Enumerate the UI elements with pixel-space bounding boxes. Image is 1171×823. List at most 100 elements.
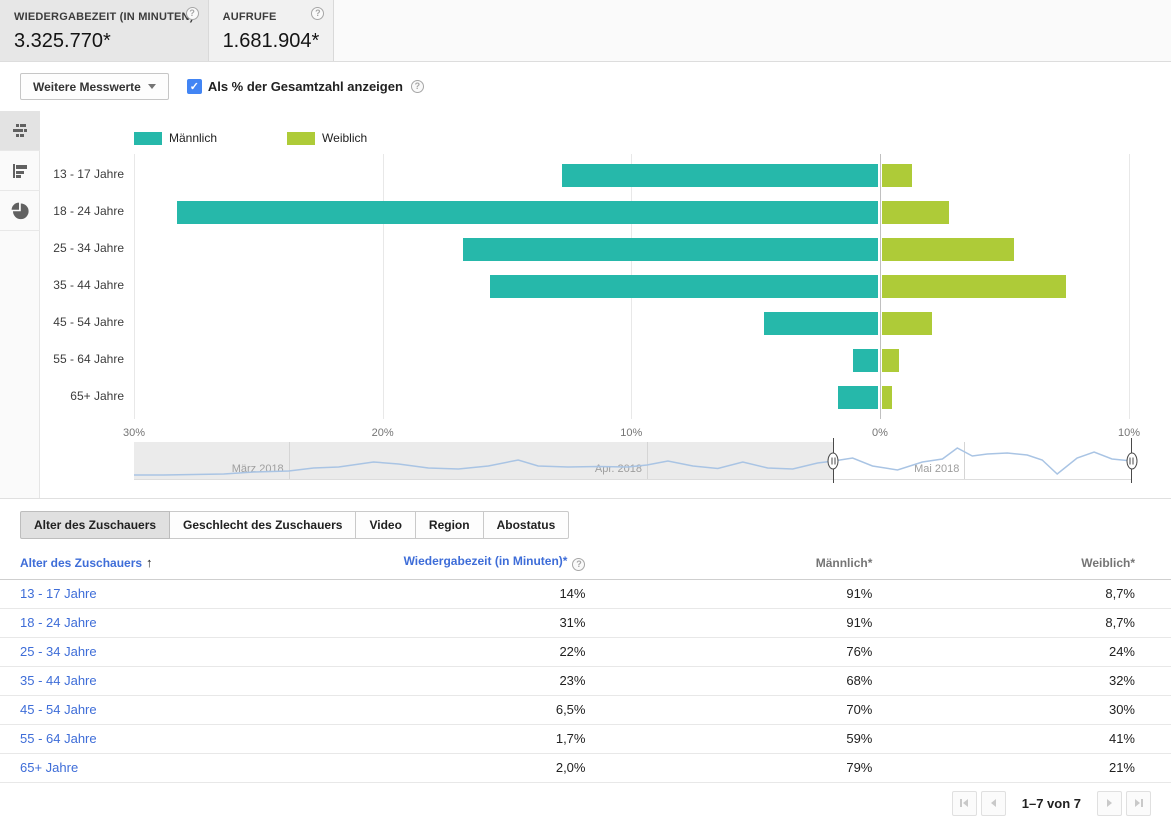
row-age-link[interactable]: 35 - 44 Jahre — [20, 673, 97, 688]
column-header-female[interactable]: Weiblich* — [872, 547, 1171, 580]
row-age-link[interactable]: 55 - 64 Jahre — [20, 731, 97, 746]
chart-legend: Männlich Weiblich — [134, 131, 367, 145]
bar-female[interactable] — [882, 163, 912, 187]
bar-female[interactable] — [882, 274, 1067, 298]
tab-video[interactable]: Video — [355, 511, 416, 539]
x-axis-tick-label: 20% — [371, 427, 394, 439]
grouped-bar-chart-icon — [13, 123, 27, 137]
y-axis-category-label: 13 - 17 Jahre — [53, 167, 124, 181]
chart-type-pie-button[interactable] — [0, 191, 40, 231]
y-axis-category-label: 55 - 64 Jahre — [53, 352, 124, 366]
cell-watchtime: 2,0% — [351, 753, 586, 783]
bar-chart-icon — [13, 163, 27, 178]
table-row[interactable]: 25 - 34 Jahre 22% 76% 24% — [0, 637, 1171, 667]
bar-female[interactable] — [882, 237, 1014, 261]
bar-female[interactable] — [882, 311, 932, 335]
tab-alter-des-zuschauers[interactable]: Alter des Zuschauers — [20, 511, 171, 539]
cell-female: 24% — [872, 637, 1171, 667]
row-age-link[interactable]: 13 - 17 Jahre — [20, 586, 97, 601]
chart-type-bar-button[interactable] — [0, 151, 40, 191]
x-axis-tick-label: 0% — [872, 427, 888, 439]
y-axis-category-label: 45 - 54 Jahre — [53, 315, 124, 329]
column-header-label: Weiblich* — [1081, 555, 1135, 570]
gridline — [382, 154, 384, 419]
column-header-label[interactable]: Wiedergabezeit (in Minuten)* — [403, 554, 568, 569]
column-header-watchtime[interactable]: Wiedergabezeit (in Minuten)*? — [351, 547, 586, 580]
timeline-month-gridline — [646, 442, 648, 479]
chart-type-grouped-bar-button[interactable] — [0, 111, 40, 151]
table-row[interactable]: 18 - 24 Jahre 31% 91% 8,7% — [0, 608, 1171, 638]
sort-ascending-icon: ↑ — [146, 555, 153, 571]
brush-handle-left[interactable] — [827, 438, 839, 483]
bar-male[interactable] — [176, 200, 878, 224]
bar-male[interactable] — [562, 163, 878, 187]
cell-watchtime: 31% — [351, 608, 586, 638]
more-metrics-button[interactable]: Weitere Messwerte — [20, 73, 169, 100]
bar-female[interactable] — [882, 385, 892, 409]
y-axis-category-label: 18 - 24 Jahre — [53, 204, 124, 218]
legend-item[interactable]: Männlich — [134, 131, 217, 145]
first-page-button[interactable] — [951, 790, 977, 816]
metric-card-watchtime[interactable]: WIEDERGABEZEIT (IN MINUTEN) 3.325.770* ? — [0, 0, 209, 61]
bar-female[interactable] — [882, 200, 950, 224]
bar-male[interactable] — [763, 311, 878, 335]
gridline — [134, 154, 135, 419]
brush-grip-icon — [827, 452, 839, 469]
controls-row: Weitere Messwerte ✓ Als % der Gesamtzahl… — [0, 62, 1171, 111]
cell-watchtime: 1,7% — [351, 724, 586, 754]
last-page-button[interactable] — [1126, 790, 1151, 816]
table-row[interactable]: 65+ Jahre 2,0% 79% 21% — [0, 753, 1171, 783]
percent-checkbox-label: Als % der Gesamtzahl anzeigen — [207, 79, 403, 94]
row-age-link[interactable]: 65+ Jahre — [20, 760, 79, 775]
help-icon[interactable]: ? — [185, 7, 199, 20]
tab-geschlecht-des-zuschauers[interactable]: Geschlecht des Zuschauers — [169, 511, 357, 539]
chart-area: Männlich Weiblich 30% 20% 10% 0% 10% 13 - 17 J… — [40, 111, 1171, 498]
metric-value: 3.325.770* — [14, 30, 111, 52]
cell-male: 91% — [585, 579, 873, 609]
brush-grip-icon — [1126, 452, 1137, 469]
metric-header: WIEDERGABEZEIT (IN MINUTEN) 3.325.770* ?… — [0, 0, 1171, 62]
help-icon[interactable]: ? — [410, 80, 424, 93]
bar-female[interactable] — [882, 348, 900, 372]
metric-value: 1.681.904* — [222, 30, 320, 52]
row-age-link[interactable]: 45 - 54 Jahre — [20, 702, 97, 717]
bar-male[interactable] — [462, 237, 878, 261]
tab-region[interactable]: Region — [414, 511, 484, 539]
cell-female: 30% — [872, 695, 1171, 725]
help-icon[interactable]: ? — [572, 558, 586, 572]
bar-male[interactable] — [853, 348, 878, 372]
tab-abostatus[interactable]: Abostatus — [482, 511, 570, 539]
table-row[interactable]: 45 - 54 Jahre 6,5% 70% 30% — [0, 695, 1171, 725]
cell-watchtime: 23% — [351, 666, 586, 696]
row-age-link[interactable]: 25 - 34 Jahre — [20, 644, 97, 659]
metric-label: AUFRUFE — [222, 11, 277, 23]
timeline-brush[interactable]: März 2018 Apr. 2018 Mai 2018 — [134, 438, 1137, 483]
timeline-month-gridline — [964, 442, 966, 479]
legend-label: Männlich — [169, 131, 218, 145]
timeline-month-label: Mai 2018 — [914, 463, 960, 475]
help-icon[interactable]: ? — [311, 7, 325, 20]
table-header-row: Alter des Zuschauers ↑ Wiedergabezeit (in… — [0, 547, 1171, 580]
brush-handle-right[interactable] — [1126, 438, 1137, 483]
cell-male: 76% — [585, 637, 873, 667]
column-header-label[interactable]: Alter des Zuschauers — [20, 556, 143, 571]
bar-male[interactable] — [490, 274, 878, 298]
metric-card-views[interactable]: AUFRUFE 1.681.904* ? — [208, 0, 335, 61]
cell-watchtime: 22% — [351, 637, 586, 667]
row-age-link[interactable]: 18 - 24 Jahre — [20, 615, 97, 630]
y-axis-category-label: 25 - 34 Jahre — [53, 241, 124, 255]
percent-checkbox[interactable]: ✓ — [186, 79, 202, 94]
cell-watchtime: 14% — [351, 579, 586, 609]
column-header-male[interactable]: Männlich* — [585, 547, 873, 580]
table-row[interactable]: 35 - 44 Jahre 23% 68% 32% — [0, 666, 1171, 696]
legend-swatch — [134, 131, 162, 145]
column-header-age[interactable]: Alter des Zuschauers ↑ — [0, 547, 352, 580]
legend-item[interactable]: Weiblich — [287, 131, 367, 145]
previous-page-button[interactable] — [980, 790, 1006, 816]
bar-male[interactable] — [838, 385, 878, 409]
table-row[interactable]: 55 - 64 Jahre 1,7% 59% 41% — [0, 724, 1171, 754]
table-row[interactable]: 13 - 17 Jahre 14% 91% 8,7% — [0, 579, 1171, 609]
cell-male: 79% — [585, 753, 873, 783]
metric-label: WIEDERGABEZEIT (IN MINUTEN) — [14, 11, 194, 23]
next-page-button[interactable] — [1097, 790, 1122, 816]
